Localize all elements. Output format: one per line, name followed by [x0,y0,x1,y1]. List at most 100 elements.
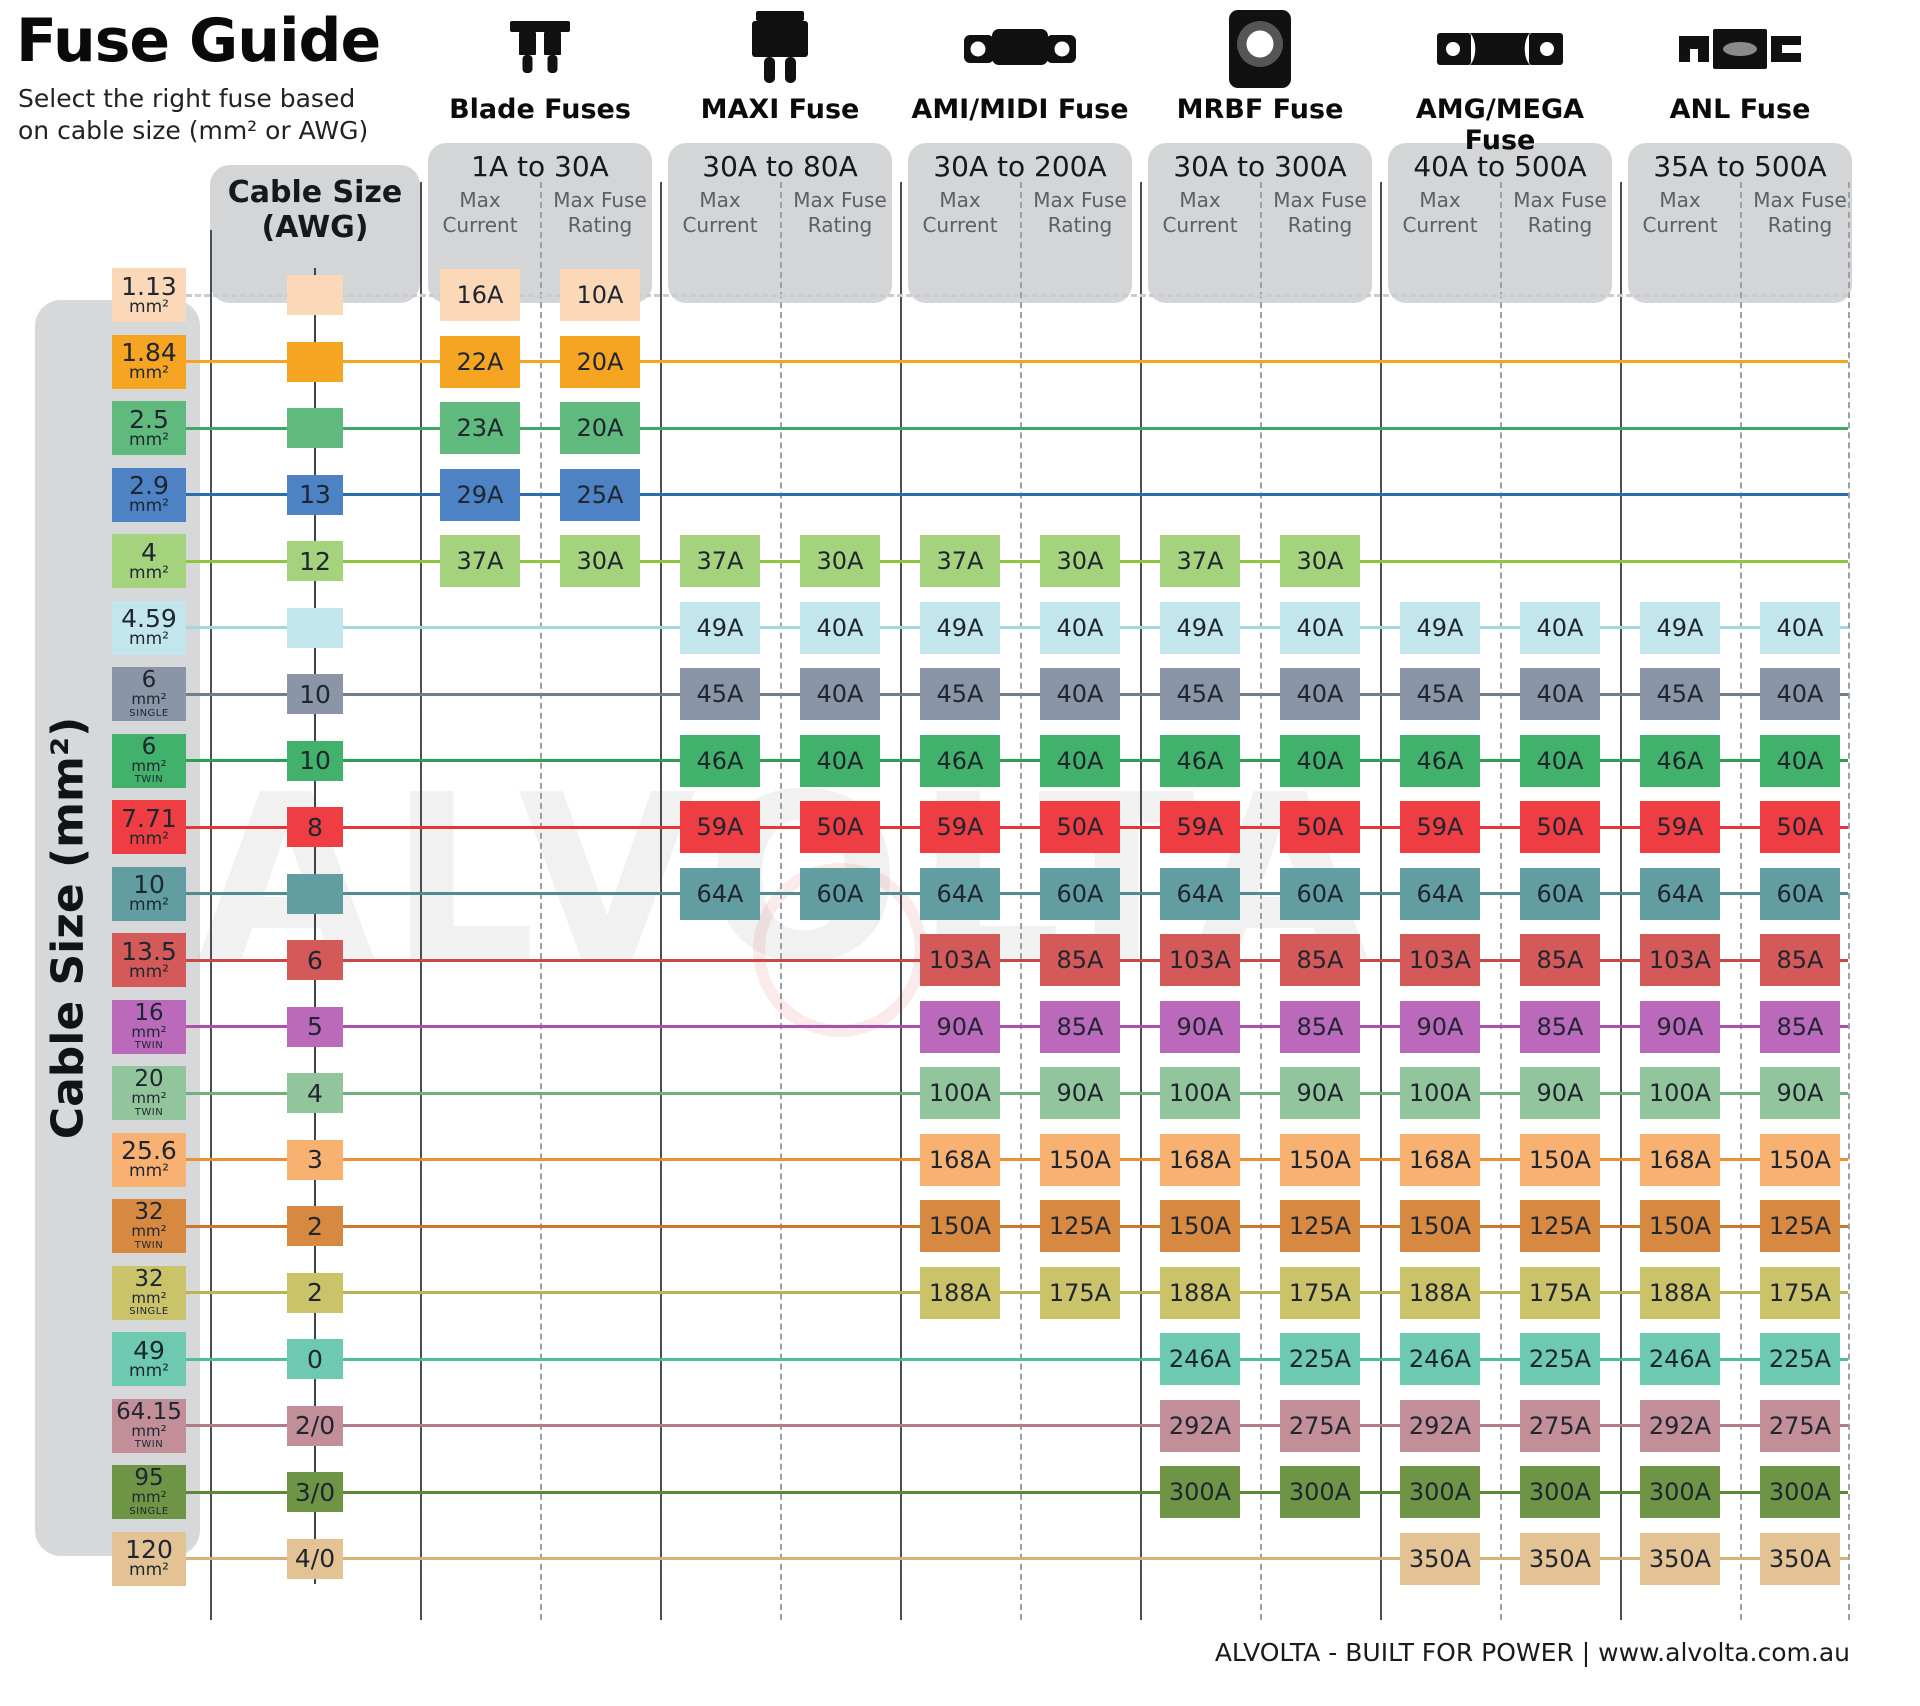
max-current-cell: 103A [1400,934,1480,986]
column-subheader-max-current: Max Current [1402,188,1478,237]
cable-size-mm2-unit: mm² [129,1161,169,1182]
cable-size-mm2-value: 64.15 [116,1398,182,1425]
column-subheader-max-fuse-rating: Max Fuse Rating [1273,188,1367,237]
cable-size-mm2-box: 20 mm² TWIN [112,1066,186,1120]
max-current-cell: 64A [1160,867,1240,920]
max-fuse-rating-cell: 85A [1760,1000,1840,1053]
cable-size-awg-value: 5 [307,1012,323,1041]
cable-row-line [186,1091,1848,1095]
max-current-cell: 45A [1640,668,1720,720]
max-current-cell: 103A [1640,934,1720,986]
cable-size-mm2-box: 95 mm² SINGLE [112,1465,186,1519]
grid-vertical-line [1380,182,1382,1620]
cable-size-mm2-unit: mm² [129,1560,169,1581]
grid-vertical-line [1620,182,1622,1620]
max-fuse-rating-cell: 275A [1760,1399,1840,1452]
cable-size-mm2-value: 32 [134,1265,164,1292]
cable-size-awg-box [287,607,343,648]
max-fuse-rating-cell: 50A [1520,801,1600,853]
max-current-cell: 46A [920,734,1000,787]
cable-size-mm2-value: 16 [134,999,164,1026]
cable-size-mm2-unit: mm² [131,1288,167,1307]
max-current-cell: 90A [1160,1000,1240,1053]
cable-size-mm2-axis-label: Cable Size (mm²) [42,716,94,1140]
cable-size-mm2-value: 25.6 [121,1136,177,1166]
max-fuse-rating-cell: 150A [1280,1133,1360,1186]
fuse-type-range: 30A to 200A [933,150,1107,183]
cable-row-line [186,1291,1848,1294]
cable-size-awg-value: 6 [307,945,323,975]
cable-size-mm2-value: 1.13 [121,271,177,301]
max-fuse-rating-cell: 175A [1040,1266,1120,1319]
max-current-cell: 29A [440,468,520,521]
max-fuse-rating-cell: 90A [1040,1067,1120,1119]
max-current-cell: 188A [920,1266,1000,1319]
cable-size-awg-value: 10 [299,746,331,775]
cable-size-awg-value: 3/0 [294,1477,336,1507]
cable-size-mm2-unit: mm² [129,429,169,450]
max-current-cell: 188A [1400,1266,1480,1319]
max-fuse-rating-cell: 275A [1520,1399,1600,1452]
max-fuse-rating-cell: 20A [560,335,640,388]
column-subheader-max-current: Max Current [442,188,518,237]
max-current-cell: 188A [1640,1266,1720,1319]
cable-size-variant-label: TWIN [134,1040,164,1052]
cable-row-line [186,493,1848,496]
max-current-cell: 150A [1160,1200,1240,1252]
max-fuse-rating-cell: 85A [1520,1000,1600,1053]
max-current-cell: 188A [1160,1266,1240,1319]
cable-size-mm2-unit: mm² [131,1488,167,1507]
max-fuse-rating-cell: 40A [800,668,880,720]
max-fuse-rating-cell: 175A [1760,1266,1840,1319]
cable-size-mm2-unit: mm² [129,363,169,384]
cable-size-variant-label: SINGLE [129,1306,169,1318]
cable-size-variant-label: TWIN [134,1439,164,1451]
maxi-fuse-icon [715,6,845,92]
max-fuse-rating-cell: 40A [1280,668,1360,720]
cable-row-line [186,825,1848,829]
max-fuse-rating-cell: 40A [1760,734,1840,787]
cable-row-line [186,1490,1848,1494]
cable-size-awg-box: 3 [287,1139,343,1180]
max-current-cell: 300A [1640,1466,1720,1518]
max-current-cell: 292A [1400,1399,1480,1452]
max-current-cell: 246A [1160,1333,1240,1385]
cable-size-mm2-value: 6 [141,733,157,760]
cable-size-mm2-unit: mm² [129,629,169,650]
max-fuse-rating-cell: 175A [1280,1266,1360,1319]
cable-size-mm2-box: 4 mm² [112,534,186,588]
cable-size-mm2-box: 2.9 mm² [112,467,186,522]
cable-size-mm2-value: 32 [134,1199,164,1226]
max-fuse-rating-cell: 40A [1040,601,1120,654]
cable-size-awg-box: 13 [287,474,343,515]
amg-mega-fuse-icon [1435,6,1565,92]
max-current-cell: 100A [1160,1067,1240,1119]
cable-size-awg-box [287,341,343,382]
max-fuse-rating-cell: 60A [1280,867,1360,920]
max-fuse-rating-cell: 60A [1760,867,1840,920]
max-current-cell: 49A [1400,601,1480,654]
cable-size-awg-value: 13 [299,480,331,509]
cable-row-line [186,1224,1848,1228]
cable-row-line [186,1158,1848,1161]
cable-size-variant-label: TWIN [134,774,164,786]
cable-size-mm2-value: 4.59 [121,604,177,634]
max-current-cell: 168A [920,1133,1000,1186]
max-current-cell: 45A [1160,668,1240,720]
max-current-cell: 292A [1640,1399,1720,1452]
max-current-cell: 59A [1640,801,1720,853]
cable-size-awg-value: 12 [299,546,331,576]
cable-row-line [186,1357,1848,1361]
cable-size-awg-box: 10 [287,740,343,781]
max-current-cell: 64A [1400,867,1480,920]
max-current-cell: 350A [1640,1532,1720,1585]
max-fuse-rating-cell: 150A [1520,1133,1600,1186]
cable-size-mm2-unit: mm² [131,756,167,775]
fuse-type-range: 1A to 30A [471,150,609,183]
grid-vertical-dashed-line [540,182,542,1620]
max-current-cell: 150A [920,1200,1000,1252]
grid-vertical-dashed-line [1500,182,1502,1620]
max-current-cell: 37A [440,535,520,587]
cable-row-line [186,1025,1848,1028]
